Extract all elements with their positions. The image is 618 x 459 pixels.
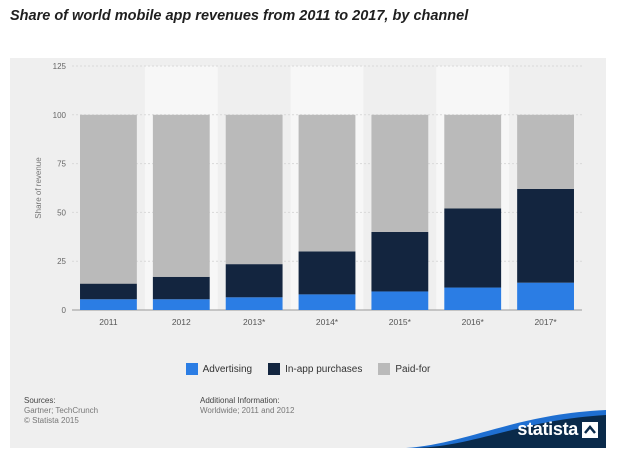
- statista-logo-icon: [582, 422, 598, 438]
- legend-item: Paid-for: [378, 363, 430, 375]
- y-tick-label: 75: [57, 160, 66, 169]
- sources-heading: Sources:: [24, 396, 56, 405]
- bar-advertising: [371, 291, 429, 310]
- bar-advertising: [80, 299, 137, 310]
- chart-legend: Advertising In-app purchases Paid-for: [10, 363, 606, 375]
- legend-item: Advertising: [185, 363, 253, 375]
- bar-advertising: [444, 287, 502, 310]
- sources-block: Sources: Gartner; TechCrunch © Statista …: [24, 396, 98, 426]
- bar-in-app-purchases: [371, 231, 429, 292]
- y-axis-label: Share of revenue: [34, 157, 43, 219]
- bar-paid-for: [371, 114, 429, 232]
- x-tick-label: 2011: [99, 317, 118, 327]
- bar-paid-for: [298, 114, 356, 252]
- bar-paid-for: [517, 114, 574, 189]
- additional-info-block: Additional Information: Worldwide; 2011 …: [200, 396, 294, 416]
- legend-label: In-app purchases: [285, 363, 363, 375]
- legend-swatch: [378, 363, 391, 375]
- x-tick-label: 2017*: [534, 317, 557, 327]
- bar-in-app-purchases: [152, 276, 210, 300]
- additional-info-line-1: Worldwide; 2011 and 2012: [200, 406, 295, 415]
- statista-logo-text: statista: [517, 419, 578, 439]
- legend-swatch: [185, 363, 198, 375]
- x-tick-label: 2014*: [316, 317, 339, 327]
- bar-chart: 0 25 50 75 100 125 Share of revenue 2011 2012 201…: [34, 62, 582, 327]
- y-tick-label: 0: [62, 306, 67, 315]
- bar-advertising: [517, 282, 574, 310]
- bar-paid-for: [225, 114, 283, 265]
- additional-info-heading: Additional Information:: [200, 396, 280, 405]
- legend-swatch: [268, 363, 281, 375]
- y-tick-label: 100: [53, 111, 67, 120]
- bar-in-app-purchases: [517, 188, 574, 283]
- x-tick-label: 2013*: [243, 317, 266, 327]
- bar-in-app-purchases: [298, 251, 356, 295]
- chart-panel: 0 25 50 75 100 125 Share of revenue 2011 2012 201…: [10, 58, 606, 448]
- brand-swoosh: [406, 410, 606, 448]
- y-tick-label: 125: [53, 62, 67, 71]
- legend-item: In-app purchases: [268, 363, 362, 375]
- bar-paid-for: [444, 114, 502, 209]
- legend-label: Paid-for: [395, 363, 431, 375]
- x-tick-label: 2016*: [462, 317, 485, 327]
- bar-paid-for: [80, 114, 137, 284]
- bar-in-app-purchases: [225, 264, 283, 298]
- x-tick-label: 2015*: [389, 317, 412, 327]
- sources-line-1: Gartner; TechCrunch: [24, 406, 99, 415]
- x-tick-label: 2012: [172, 317, 191, 327]
- bar-advertising: [152, 299, 210, 310]
- bar-in-app-purchases: [444, 208, 502, 288]
- y-tick-label: 50: [57, 208, 66, 217]
- bar-paid-for: [152, 114, 210, 277]
- legend-label: Advertising: [202, 363, 253, 375]
- bar-advertising: [225, 297, 283, 310]
- y-tick-label: 25: [57, 257, 66, 266]
- sources-line-2: © Statista 2015: [24, 416, 79, 425]
- bar-advertising: [298, 294, 356, 310]
- chart-title: Share of world mobile app revenues from …: [10, 8, 469, 24]
- bar-in-app-purchases: [80, 283, 137, 300]
- statista-logo-area: statista: [406, 406, 606, 448]
